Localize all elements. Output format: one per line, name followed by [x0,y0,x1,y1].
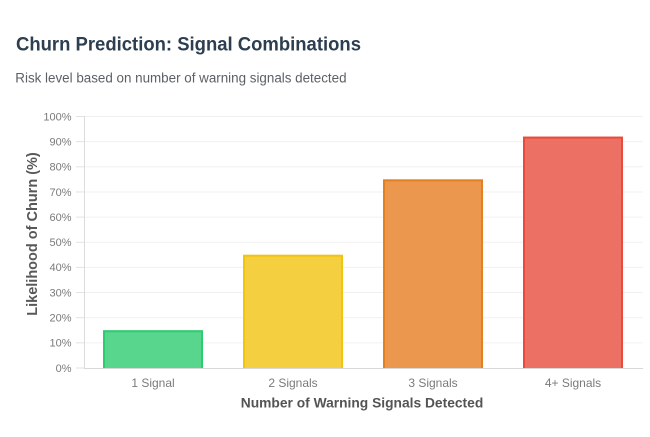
svg-text:10%: 10% [49,338,71,350]
svg-text:3 Signals: 3 Signals [408,376,457,390]
svg-text:50%: 50% [49,237,71,249]
svg-text:20%: 20% [49,313,71,325]
svg-text:30%: 30% [49,287,71,299]
svg-text:60%: 60% [49,212,71,224]
svg-text:Churn Prediction: Signal Combi: Churn Prediction: Signal Combinations [16,35,361,56]
svg-text:0%: 0% [56,363,72,375]
svg-text:100%: 100% [43,111,71,123]
svg-text:90%: 90% [49,136,71,148]
svg-text:2 Signals: 2 Signals [268,376,317,390]
svg-text:40%: 40% [49,262,71,274]
svg-text:4+ Signals: 4+ Signals [545,376,601,390]
svg-text:Likelihood of Churn (%): Likelihood of Churn (%) [25,152,41,316]
svg-text:Number of Warning Signals Dete: Number of Warning Signals Detected [241,396,484,411]
svg-text:1 Signal: 1 Signal [131,376,174,390]
svg-text:70%: 70% [49,187,71,199]
svg-text:Risk level based on number of: Risk level based on number of warning si… [15,71,346,86]
svg-text:80%: 80% [49,162,71,174]
